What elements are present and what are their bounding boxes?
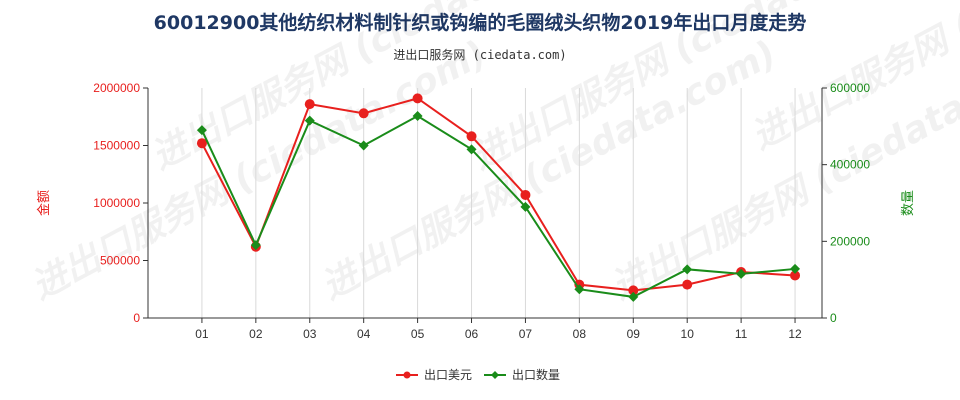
series-1-point-05 <box>412 93 423 104</box>
y-right-tick-label-0: 0 <box>830 311 837 325</box>
series-2-point-06 <box>466 144 477 155</box>
chart-title: 60012900其他纺织材料制针织或钩编的毛圈绒头织物2019年出口月度走势 <box>153 12 807 34</box>
series-1-point-01 <box>196 138 207 149</box>
legend-swatch-marker-1 <box>403 371 411 379</box>
y-left-tick-label-1: 500000 <box>100 254 140 268</box>
series-2-point-10 <box>682 264 693 275</box>
x-tick-label-02: 02 <box>249 327 263 341</box>
x-tick-label-08: 08 <box>573 327 587 341</box>
series-2-point-07 <box>520 201 531 212</box>
series-1-point-03 <box>304 99 315 110</box>
series-2-point-05 <box>412 110 423 121</box>
y-right-tick-label-2: 400000 <box>830 158 870 172</box>
series-line-2 <box>201 114 796 298</box>
y-axis-left-title: 金额 <box>36 190 52 216</box>
y-left-tick-label-3: 1500000 <box>93 139 140 153</box>
x-tick-label-05: 05 <box>411 327 425 341</box>
series-1-point-09 <box>628 285 639 296</box>
x-tick-label-12: 12 <box>788 327 802 341</box>
x-tick-label-09: 09 <box>627 327 641 341</box>
x-tick-label-03: 03 <box>303 327 317 341</box>
axes: 01 02 03 04 05 06 07 08 09 10 11 12 0 500000 1000000 15… <box>36 81 916 341</box>
series-2-point-12 <box>790 263 801 274</box>
y-left-tick-label-4: 2000000 <box>93 81 140 95</box>
legend-item-2: 出口数量 <box>484 367 560 382</box>
series-2-point-11 <box>736 268 747 279</box>
x-tick-label-11: 11 <box>735 327 748 341</box>
legend-label-2: 出口数量 <box>512 367 560 382</box>
x-tick-label-10: 10 <box>681 327 695 341</box>
series <box>196 93 801 302</box>
series-2-point-08 <box>574 284 585 295</box>
series-2-point-01 <box>196 125 207 136</box>
x-tick-label-07: 07 <box>519 327 533 341</box>
series-line-1 <box>201 97 796 292</box>
y-left-tick-label-2: 1000000 <box>93 196 140 210</box>
x-tick-label-01: 01 <box>195 327 209 341</box>
series-2-point-03 <box>304 115 315 126</box>
watermark-text-2: 进出口服务网 (ciedata.com) <box>315 33 783 308</box>
watermark-text-1: 进出口服务网 (ciedata.com) <box>25 33 493 308</box>
x-tick-label-04: 04 <box>357 327 371 341</box>
y-right-tick-label-1: 200000 <box>830 234 870 248</box>
series-1-point-06 <box>466 131 477 142</box>
series-1-point-12 <box>790 270 801 281</box>
watermark: 进出口服务网 (ciedata.com)进出口服务网 (ciedata.com)… <box>25 0 960 308</box>
legend-label-1: 出口美元 <box>424 368 472 382</box>
y-left-tick-label-0: 0 <box>133 311 140 325</box>
series-1-point-07 <box>520 189 531 200</box>
series-2-point-02 <box>250 240 261 251</box>
series-1-point-04 <box>358 108 369 119</box>
series-1-point-10 <box>682 279 693 290</box>
chart-subtitle: 进出口服务网 (ciedata.com) <box>393 48 567 62</box>
legend: 出口美元 出口数量 <box>396 367 560 382</box>
series-2-point-09 <box>628 291 639 302</box>
series-2-point-04 <box>358 140 369 151</box>
legend-item-1: 出口美元 <box>396 368 472 382</box>
x-tick-label-06: 06 <box>465 327 479 341</box>
y-axis-right-title: 数量 <box>901 190 916 216</box>
legend-swatch-marker-2 <box>491 371 499 379</box>
y-right-tick-label-3: 600000 <box>830 81 870 95</box>
